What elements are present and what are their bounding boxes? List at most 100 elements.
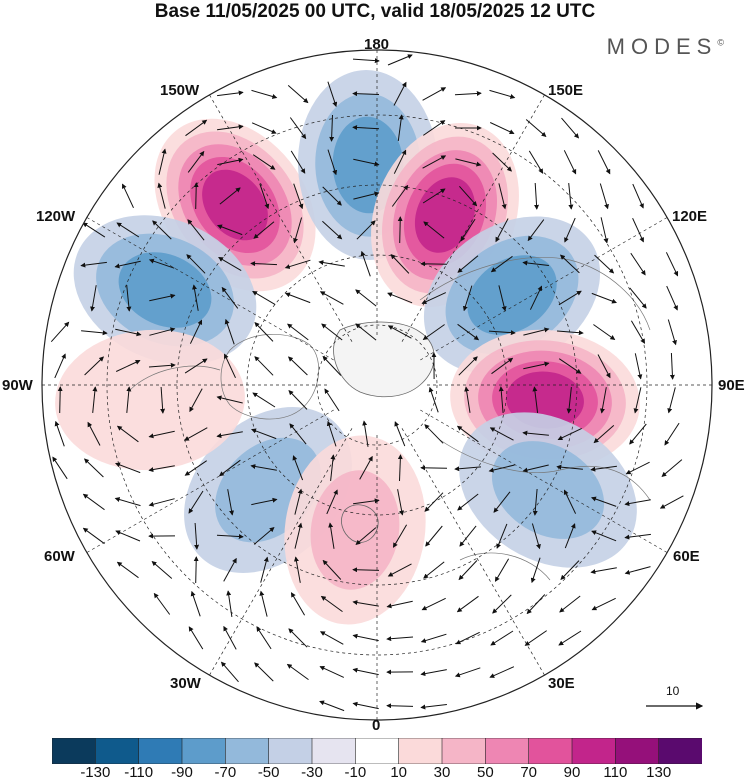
wind-arrow [326,420,337,447]
wind-arrow [459,525,477,547]
wind-arrow [423,561,445,579]
wind-arrow [591,597,616,611]
wind-arrow [593,425,615,444]
wind-arrow [492,594,512,614]
wind-arrow [591,530,617,542]
wind-arrow [560,560,580,581]
lon-label-0: 0 [372,717,381,734]
colorbar [52,738,702,764]
wind-arrow [524,630,547,646]
wind-arrow [152,220,172,240]
wind-arrow [528,150,544,174]
wind-arrow [632,183,644,209]
wind-arrow [490,630,514,646]
wind-arrow [148,258,175,269]
wind-arrow [251,497,278,506]
wind-arrow [220,661,239,683]
wind-arrow [488,330,516,336]
wind-arrow [633,387,642,414]
colorbar-swatch [268,738,313,764]
wind-arrow [289,117,307,140]
wind-arrow [352,567,380,573]
wind-arrow [151,560,173,579]
wind-arrow [397,114,404,141]
wind-arrow [566,387,572,414]
wind-arrow [457,493,479,511]
positive-anomaly-contour [414,177,476,253]
polar-anomaly-map [41,49,713,721]
wind-arrow [360,250,371,277]
wind-arrow [193,182,199,210]
wind-arrow [666,285,678,311]
wind-arrow [216,534,244,540]
lon-label-30e: 30E [548,675,575,692]
wind-arrow [352,91,380,97]
wind-arrow [57,386,63,414]
wind-arrow [561,117,580,139]
wind-arrow [526,594,546,615]
wind-arrow [217,124,244,131]
wind-arrow [564,217,576,243]
wind-arrow [329,114,335,142]
wind-arrow [184,460,207,476]
wind-arrow [667,319,677,346]
wind-arrow [260,556,269,583]
colorbar-swatch [441,738,487,764]
wind-arrow [421,597,446,611]
wind-arrow [456,425,479,443]
wind-arrow [223,625,237,650]
wind-arrow [318,260,345,267]
wind-arrow [522,430,549,436]
wind-arrow [600,217,609,244]
wind-arrow [82,493,105,511]
wind-arrow [559,254,580,274]
wind-arrow [391,184,409,207]
wind-arrow [250,261,278,267]
wind-arrow [493,491,511,513]
map-title: Base 11/05/2025 00 UTC, valid 18/05/2025… [154,1,596,22]
wind-arrow [115,328,142,337]
wind-arrow [251,122,277,134]
wind-arrow [397,216,403,244]
wind-arrow [421,292,447,304]
wind-arrow [591,496,617,507]
wind-arrow [216,395,243,404]
wind-arrow [321,323,343,341]
wind-arrow [556,330,584,336]
wind-arrow [464,386,471,413]
wind-arrow [319,666,345,678]
wind-arrow [90,285,97,312]
wind-arrow [288,628,308,648]
wind-arrow [52,456,68,480]
colorbar-tick: 90 [563,764,581,781]
wind-arrow [523,361,550,370]
latitude-circle [316,324,438,446]
wind-arrow [193,556,199,584]
wind-arrow [327,149,338,176]
wind-arrow [287,85,309,104]
wind-arrow [81,330,108,336]
wind-arrow [659,495,684,509]
wind-arrow [288,389,308,410]
wind-arrow [322,559,342,580]
wind-arrow [352,667,379,676]
colorbar-swatch [485,738,530,764]
wind-arrow [424,492,444,512]
wind-arrow [80,261,107,268]
wind-arrow [422,87,447,101]
wind-arrow [456,595,479,613]
brand-mark: © [717,37,724,48]
wind-arrow [289,423,307,445]
wind-arrow [352,58,380,64]
wind-arrow [353,158,380,167]
wind-arrow [192,284,199,311]
wind-arrow [50,321,70,343]
wind-arrow [254,321,274,342]
wind-arrow [327,81,338,108]
colorbar-tick: 10 [390,764,407,781]
wind-arrow [293,556,301,583]
wind-arrow [492,152,513,172]
wind-arrow [591,292,617,304]
colorbar-swatch [138,738,183,764]
wind-arrow [293,217,303,244]
